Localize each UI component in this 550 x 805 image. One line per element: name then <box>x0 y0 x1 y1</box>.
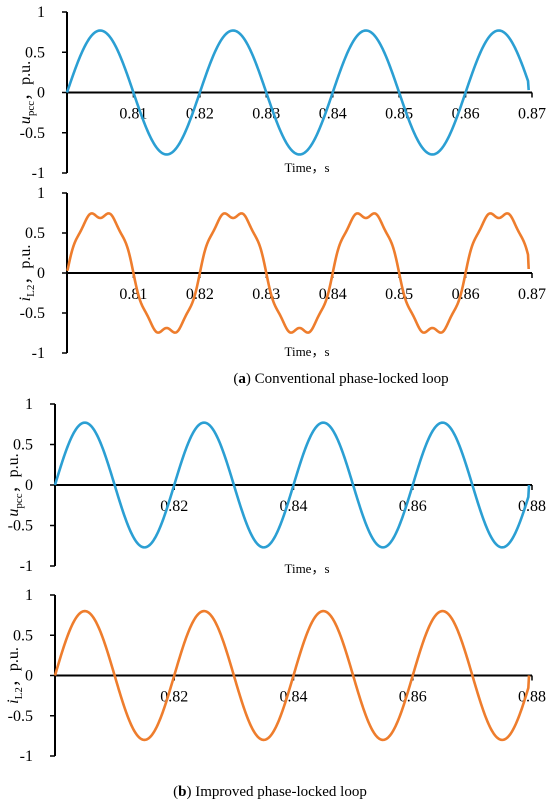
y-tick-label: -1 <box>20 558 33 575</box>
chart-upcc-conventional: 10.50-0.5-10.81 0.82 0.83 0.84 0.85 0.86 0.87T… <box>17 4 546 182</box>
y-tick-label: -0.5 <box>8 708 33 725</box>
y-axis-label: iL2，p.u. <box>17 245 37 302</box>
series-line <box>53 609 531 742</box>
series-line <box>65 29 530 156</box>
x-tick-label: 0.83 <box>252 286 280 303</box>
caption-a: (a) Conventional phase-locked loop <box>233 371 448 387</box>
x-tick-label: 0.84 <box>280 689 308 706</box>
y-tick-label: 0.5 <box>25 44 45 61</box>
y-tick-label: 0 <box>37 85 45 102</box>
y-axis-label: iL2，p.u. <box>5 647 25 704</box>
x-tick-label: 0.82 <box>160 689 188 706</box>
y-axis-label: upcc，p.u. <box>17 61 37 124</box>
y-tick-label: 0 <box>25 668 33 685</box>
series-line <box>53 421 531 549</box>
y-tick-label: -1 <box>32 345 45 362</box>
y-tick-label: 1 <box>25 587 33 604</box>
y-tick-label: 1 <box>37 4 45 21</box>
y-tick-label: 0.5 <box>13 627 33 644</box>
x-tick-label: 0.81 <box>119 286 147 303</box>
chart-upcc-improved: 10.50-0.5-10.82 0.84 0.86 0.88Time，supcc，p.… <box>5 396 546 576</box>
series-line <box>66 212 530 334</box>
y-tick-label: 0 <box>37 265 45 282</box>
x-tick-label: 0.82 <box>186 286 214 303</box>
y-tick-label: 1 <box>37 185 45 202</box>
y-tick-label: 0.5 <box>13 437 33 454</box>
caption-b: (b) Improved phase-locked loop <box>173 784 367 800</box>
x-tick-label: 0.87 <box>518 286 546 303</box>
y-tick-label: 0 <box>25 477 33 494</box>
y-tick-label: -1 <box>32 165 45 182</box>
y-axis-label: upcc，p.u. <box>5 453 25 516</box>
chart-il2-conventional: 1 0.5 0 -0.5 -1 0.81 0.82 0.83 0.84 0.85 0.86 0.87 T… <box>17 185 546 362</box>
y-tick-label: -0.5 <box>8 518 33 535</box>
y-tick-label: -0.5 <box>20 305 45 322</box>
x-tick-label: 0.85 <box>385 286 413 303</box>
x-tick-label: 0.86 <box>452 286 480 303</box>
y-tick-label: 0.5 <box>25 225 45 242</box>
y-tick-label: -1 <box>20 748 33 765</box>
x-axis-label: Time，s <box>284 160 329 175</box>
x-tick-label: 0.88 <box>518 689 546 706</box>
x-axis-label: Time，s <box>284 344 329 359</box>
x-tick-label: 0.86 <box>399 689 427 706</box>
x-tick-label: 0.87 <box>518 106 546 123</box>
x-tick-label: 0.84 <box>319 286 347 303</box>
chart-il2-improved: 1 0.5 0 -0.5 -1 0.82 0.84 0.86 0.88 iL2，p.u. <box>5 587 546 765</box>
x-axis-label: Time，s <box>284 561 329 576</box>
y-tick-label: -0.5 <box>20 125 45 142</box>
y-tick-label: 1 <box>25 396 33 413</box>
